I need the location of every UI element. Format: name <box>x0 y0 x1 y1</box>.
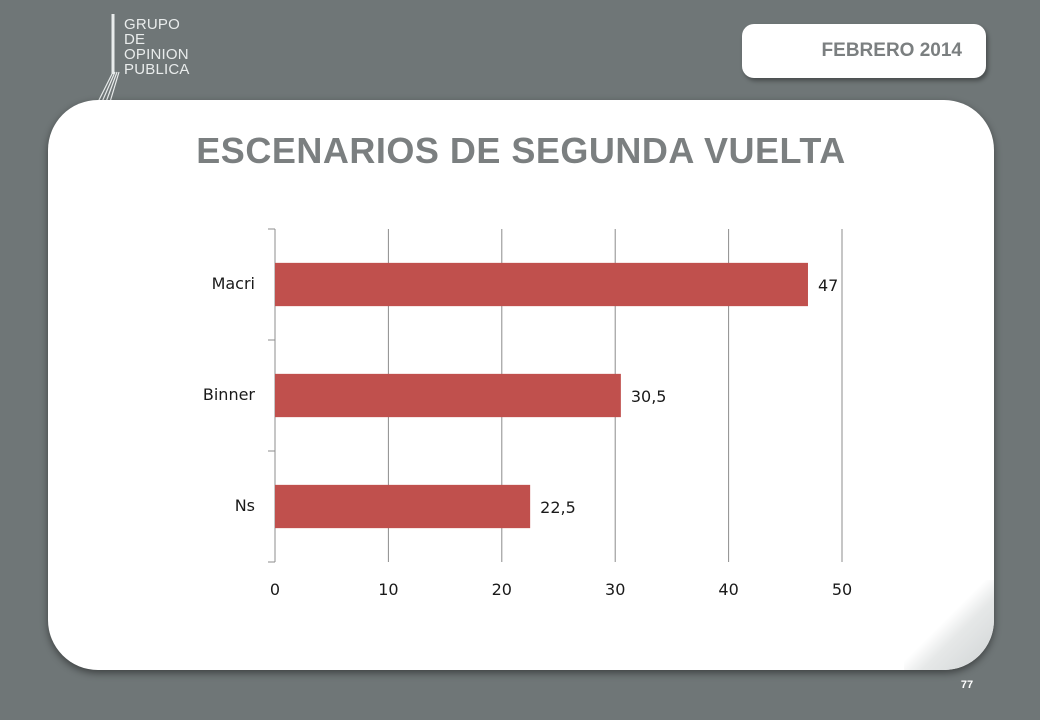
logo-line-opinion: OPINION <box>124 46 189 63</box>
logo-mark-icon <box>97 14 120 103</box>
logo-line-grupo: GRUPO <box>124 16 181 33</box>
page-curl <box>904 580 994 670</box>
x-tick-label-40: 40 <box>718 580 738 599</box>
category-label-ns: Ns <box>235 496 255 515</box>
category-label-binner: Binner <box>203 385 256 404</box>
logo-line-publica: PUBLICA <box>124 61 190 78</box>
x-tick-label-0: 0 <box>270 580 280 599</box>
bar-macri <box>275 262 808 307</box>
data-label-binner: 30,5 <box>631 387 667 406</box>
logo-line-de: DE <box>124 31 146 48</box>
x-tick-label-20: 20 <box>492 580 512 599</box>
x-tick-label-50: 50 <box>832 580 852 599</box>
bar-ns <box>275 484 531 529</box>
x-tick-label-30: 30 <box>605 580 625 599</box>
data-label-macri: 47 <box>818 276 838 295</box>
page-number: 77 <box>960 679 974 691</box>
x-tick-label-10: 10 <box>378 580 398 599</box>
slide-title: ESCENARIOS DE SEGUNDA VUELTA <box>196 130 846 171</box>
date-badge: FEBRERO 2014 <box>742 24 986 78</box>
category-label-macri: Macri <box>212 274 255 293</box>
data-label-ns: 22,5 <box>540 498 576 517</box>
logo-text: GRUPO DE OPINION PUBLICA <box>124 17 190 77</box>
bar-binner <box>275 373 621 418</box>
logo: GRUPO DE OPINION PUBLICA <box>96 14 206 104</box>
